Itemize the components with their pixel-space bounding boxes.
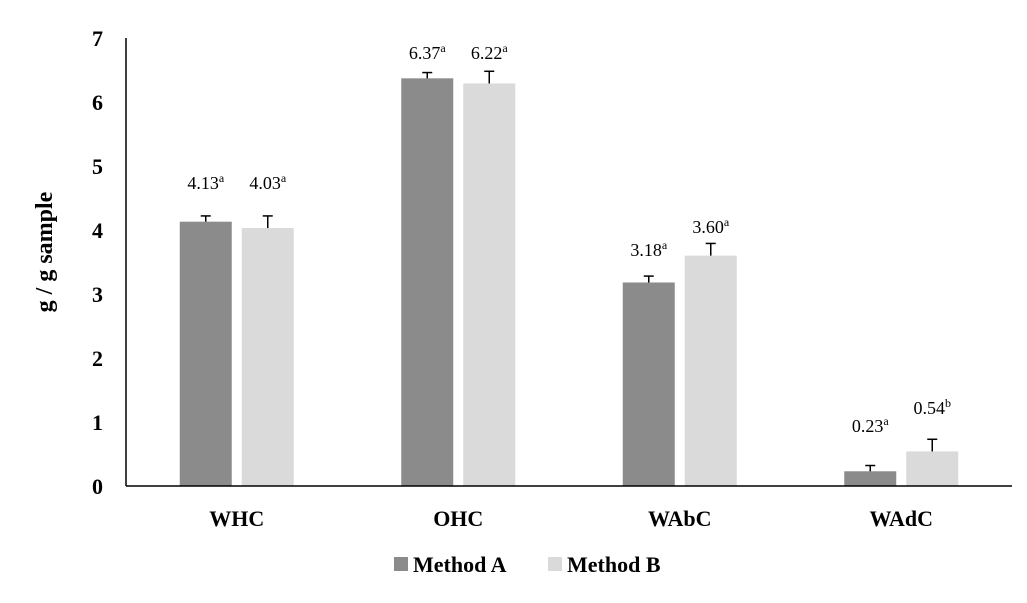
bar — [684, 255, 737, 486]
bar — [179, 221, 232, 486]
data-label: 4.03a — [249, 171, 287, 193]
legend-label: Method B — [567, 552, 661, 577]
x-tick-label: WAdC — [869, 506, 933, 531]
data-label: 6.37a — [409, 41, 447, 63]
legend-swatch — [548, 557, 562, 571]
y-tick-label: 4 — [92, 218, 103, 243]
data-label: 0.23a — [852, 414, 890, 436]
y-tick-label: 2 — [92, 346, 103, 371]
y-tick-label: 6 — [92, 90, 103, 115]
bar — [241, 228, 294, 486]
y-tick-label: 1 — [92, 410, 103, 435]
data-label: 4.13a — [187, 171, 225, 193]
legend: Method A Method B — [394, 552, 661, 577]
bar — [906, 451, 959, 486]
bar — [463, 83, 516, 486]
y-tick-label: 3 — [92, 282, 103, 307]
x-tick-label: OHC — [433, 506, 483, 531]
y-axis-ticks: 0 1 2 3 4 5 6 7 — [92, 26, 103, 499]
y-axis-title: g / g sample — [32, 191, 58, 312]
data-label: 0.54b — [914, 396, 952, 418]
data-labels-group: 4.13a 4.03a 6.37a 6.22a 3.18a 3.60a 0.23a 0.54b — [187, 41, 951, 436]
data-label: 3.60a — [692, 215, 730, 237]
y-tick-label: 0 — [92, 474, 103, 499]
y-tick-label: 7 — [92, 26, 103, 51]
data-label: 6.22a — [471, 41, 509, 63]
bar — [401, 78, 454, 486]
bars-group — [179, 78, 959, 486]
legend-swatch — [394, 557, 408, 571]
bar — [622, 282, 675, 486]
y-tick-label: 5 — [92, 154, 103, 179]
x-tick-label: WHC — [209, 506, 264, 531]
x-tick-label: WAbC — [648, 506, 712, 531]
error-bars-group — [200, 70, 938, 472]
x-axis-category-labels: WHC OHC WAbC WAdC — [209, 506, 933, 531]
data-label: 3.18a — [630, 238, 668, 260]
legend-label: Method A — [413, 552, 507, 577]
bar — [844, 471, 897, 486]
